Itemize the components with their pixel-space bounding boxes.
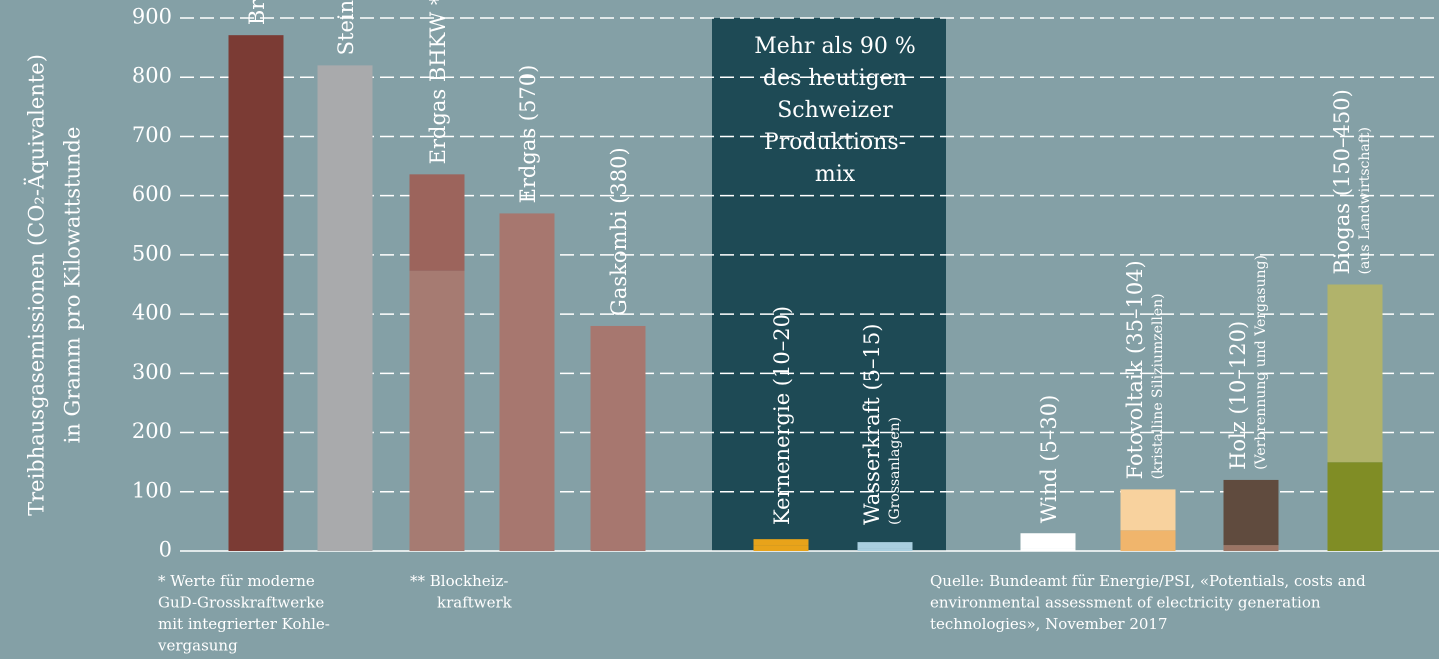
footnote: Quelle: Bundeamt für Energie/PSI, «Poten… xyxy=(930,572,1366,590)
bar-label: Steinkohle * (820) xyxy=(334,0,358,55)
panel-text: Produktions- xyxy=(764,130,906,155)
y-tick-label: 200 xyxy=(132,419,172,443)
bar-low xyxy=(1020,548,1076,551)
y-axis-title: in Gramm pro Kilowattstunde xyxy=(61,127,85,444)
panel-text: Mehr als 90 % xyxy=(754,34,916,59)
highlight-panel xyxy=(712,18,946,551)
bar-label: Wind (5–30) xyxy=(1037,395,1061,524)
bar-high xyxy=(857,542,913,549)
bar-sublabel: (kristalline Siliziumzellen) xyxy=(1150,293,1166,479)
y-tick-label: 600 xyxy=(132,182,172,206)
bar-label: Wasserkraft (5–15) xyxy=(860,324,884,525)
footnote: vergasung xyxy=(157,637,238,655)
bar-sublabel: (Grossanlagen) xyxy=(887,417,903,525)
bar xyxy=(317,65,373,551)
bar-low xyxy=(1223,545,1279,551)
footnote: technologies», November 2017 xyxy=(930,615,1168,633)
bar-high xyxy=(753,539,809,546)
bar-low xyxy=(753,545,809,551)
bar-label: Braunkohle * (871) xyxy=(245,0,269,25)
bar-high xyxy=(1327,284,1383,463)
bar-label: Gaskombi (380) xyxy=(607,147,631,316)
y-tick-label: 700 xyxy=(132,123,172,147)
bar-low xyxy=(409,270,465,551)
footnote: GuD-Grosskraftwerke xyxy=(158,594,324,612)
y-tick-label: 500 xyxy=(132,241,172,265)
bar-label: Biogas (150–450) xyxy=(1330,89,1354,274)
y-tick-label: 0 xyxy=(159,538,172,562)
footnote: ** Blockheiz- xyxy=(410,572,508,590)
footnote: mit integrierter Kohle- xyxy=(158,615,330,633)
bar-sublabel: (aus Landwirtschaft) xyxy=(1357,127,1373,275)
bar-low xyxy=(1120,530,1176,551)
bar-low xyxy=(857,548,913,551)
bar-high xyxy=(1020,533,1076,549)
y-tick-label: 900 xyxy=(132,5,172,29)
bar-label: Erdgas BHKW ** (473–636) xyxy=(426,0,450,164)
bar-label: Erdgas (570) xyxy=(516,65,540,204)
bar-high xyxy=(1223,479,1279,546)
bar xyxy=(499,213,555,551)
bar-label: Fotovoltaik (35–104) xyxy=(1123,260,1147,479)
y-axis-title: Treibhausgasemissionen (CO₂-Äquivalente) xyxy=(25,54,49,516)
panel-text: mix xyxy=(815,162,856,187)
bar-sublabel: (Verbrennung und Vergasung) xyxy=(1253,255,1269,470)
y-tick-label: 400 xyxy=(132,301,172,325)
y-tick-label: 800 xyxy=(132,64,172,88)
y-tick-label: 300 xyxy=(132,360,172,384)
bar xyxy=(590,325,646,551)
footnote: * Werte für moderne xyxy=(158,572,315,590)
bar-label: Kernenergie (10–20) xyxy=(770,306,794,525)
bar xyxy=(228,35,284,552)
panel-text: Schweizer xyxy=(777,98,893,123)
bar-high xyxy=(409,174,465,271)
footnote: kraftwerk xyxy=(437,594,513,612)
panel-text: des heutigen xyxy=(763,66,907,91)
bar-label: Holz (10–120) xyxy=(1226,321,1250,470)
y-tick-label: 100 xyxy=(132,478,172,502)
bar-high xyxy=(1120,489,1176,531)
bar-low xyxy=(1327,462,1383,551)
footnote: environmental assessment of electricity … xyxy=(930,594,1321,612)
